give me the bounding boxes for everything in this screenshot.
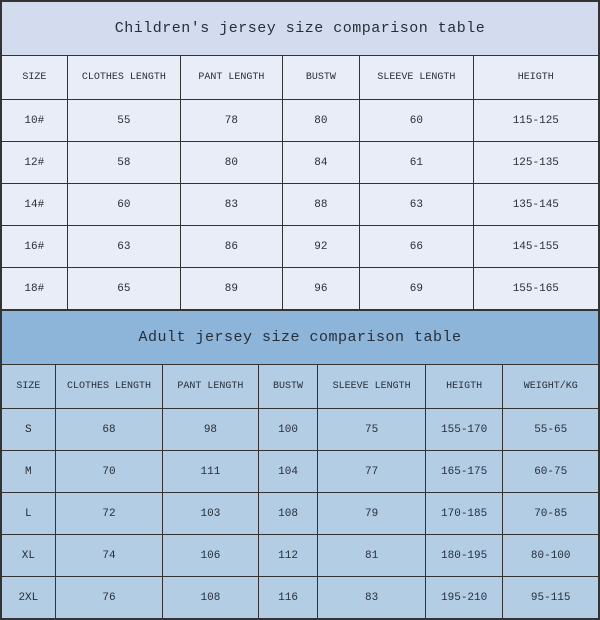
table-cell: M (2, 451, 56, 493)
table-cell: 63 (360, 184, 473, 226)
table-cell: 83 (318, 577, 425, 619)
table-row: 18#65899669155-165 (2, 268, 599, 310)
table-cell: 108 (163, 577, 259, 619)
table-cell: 112 (258, 535, 318, 577)
table-cell: 68 (55, 409, 162, 451)
column-header: SIZE (2, 365, 56, 409)
table-cell: 83 (181, 184, 282, 226)
column-header: BUSTW (282, 56, 360, 100)
table-cell: 180-195 (425, 535, 503, 577)
table-cell: 125-135 (473, 142, 598, 184)
table-cell: 80 (282, 100, 360, 142)
table-cell: L (2, 493, 56, 535)
table-cell: 16# (2, 226, 68, 268)
table-cell: 155-165 (473, 268, 598, 310)
column-header: SIZE (2, 56, 68, 100)
table-cell: 111 (163, 451, 259, 493)
table-row: 16#63869266145-155 (2, 226, 599, 268)
table-cell: 80 (181, 142, 282, 184)
column-header: BUSTW (258, 365, 318, 409)
table-cell: 95-115 (503, 577, 599, 619)
table-cell: 116 (258, 577, 318, 619)
table-row: 10#55788060115-125 (2, 100, 599, 142)
table-cell: 76 (55, 577, 162, 619)
table-cell: S (2, 409, 56, 451)
table-cell: 70-85 (503, 493, 599, 535)
table-cell: 115-125 (473, 100, 598, 142)
table-cell: 170-185 (425, 493, 503, 535)
table-cell: 58 (67, 142, 180, 184)
table-cell: 75 (318, 409, 425, 451)
table-cell: 79 (318, 493, 425, 535)
table-row: M7011110477165-17560-75 (2, 451, 599, 493)
column-header: WEIGHT/KG (503, 365, 599, 409)
table-cell: 86 (181, 226, 282, 268)
size-tables-container: Children's jersey size comparison table … (0, 0, 600, 620)
column-header: PANT LENGTH (181, 56, 282, 100)
table-cell: 88 (282, 184, 360, 226)
table-cell: 74 (55, 535, 162, 577)
adult-size-table: Adult jersey size comparison table SIZEC… (1, 310, 599, 619)
table-cell: 103 (163, 493, 259, 535)
table-cell: 106 (163, 535, 259, 577)
table-cell: 78 (181, 100, 282, 142)
table-cell: 135-145 (473, 184, 598, 226)
table-cell: 60 (67, 184, 180, 226)
table-cell: 104 (258, 451, 318, 493)
adult-header-row: SIZECLOTHES LENGTHPANT LENGTHBUSTWSLEEVE… (2, 365, 599, 409)
table-cell: 89 (181, 268, 282, 310)
column-header: SLEEVE LENGTH (318, 365, 425, 409)
table-cell: 155-170 (425, 409, 503, 451)
table-row: 2XL7610811683195-21095-115 (2, 577, 599, 619)
table-cell: 65 (67, 268, 180, 310)
table-cell: 165-175 (425, 451, 503, 493)
table-row: XL7410611281180-19580-100 (2, 535, 599, 577)
table-cell: 195-210 (425, 577, 503, 619)
table-cell: 14# (2, 184, 68, 226)
table-cell: 10# (2, 100, 68, 142)
table-cell: 145-155 (473, 226, 598, 268)
table-cell: 63 (67, 226, 180, 268)
table-row: 12#58808461125-135 (2, 142, 599, 184)
column-header: HEIGTH (425, 365, 503, 409)
table-cell: 80-100 (503, 535, 599, 577)
table-cell: 108 (258, 493, 318, 535)
children-size-table: Children's jersey size comparison table … (1, 1, 599, 310)
column-header: SLEEVE LENGTH (360, 56, 473, 100)
table-cell: 69 (360, 268, 473, 310)
table-cell: 55-65 (503, 409, 599, 451)
table-cell: 60-75 (503, 451, 599, 493)
table-cell: 98 (163, 409, 259, 451)
table-cell: 92 (282, 226, 360, 268)
table-cell: XL (2, 535, 56, 577)
table-cell: 96 (282, 268, 360, 310)
children-title: Children's jersey size comparison table (2, 2, 599, 56)
column-header: HEIGTH (473, 56, 598, 100)
table-row: S689810075155-17055-65 (2, 409, 599, 451)
table-cell: 66 (360, 226, 473, 268)
table-cell: 61 (360, 142, 473, 184)
children-title-row: Children's jersey size comparison table (2, 2, 599, 56)
table-cell: 2XL (2, 577, 56, 619)
table-cell: 55 (67, 100, 180, 142)
table-cell: 72 (55, 493, 162, 535)
table-cell: 84 (282, 142, 360, 184)
table-cell: 18# (2, 268, 68, 310)
table-cell: 12# (2, 142, 68, 184)
adult-title-row: Adult jersey size comparison table (2, 311, 599, 365)
table-cell: 77 (318, 451, 425, 493)
table-cell: 100 (258, 409, 318, 451)
table-row: 14#60838863135-145 (2, 184, 599, 226)
table-cell: 70 (55, 451, 162, 493)
children-header-row: SIZECLOTHES LENGTHPANT LENGTHBUSTWSLEEVE… (2, 56, 599, 100)
table-row: L7210310879170-18570-85 (2, 493, 599, 535)
column-header: CLOTHES LENGTH (55, 365, 162, 409)
column-header: CLOTHES LENGTH (67, 56, 180, 100)
table-cell: 81 (318, 535, 425, 577)
adult-title: Adult jersey size comparison table (2, 311, 599, 365)
column-header: PANT LENGTH (163, 365, 259, 409)
table-cell: 60 (360, 100, 473, 142)
